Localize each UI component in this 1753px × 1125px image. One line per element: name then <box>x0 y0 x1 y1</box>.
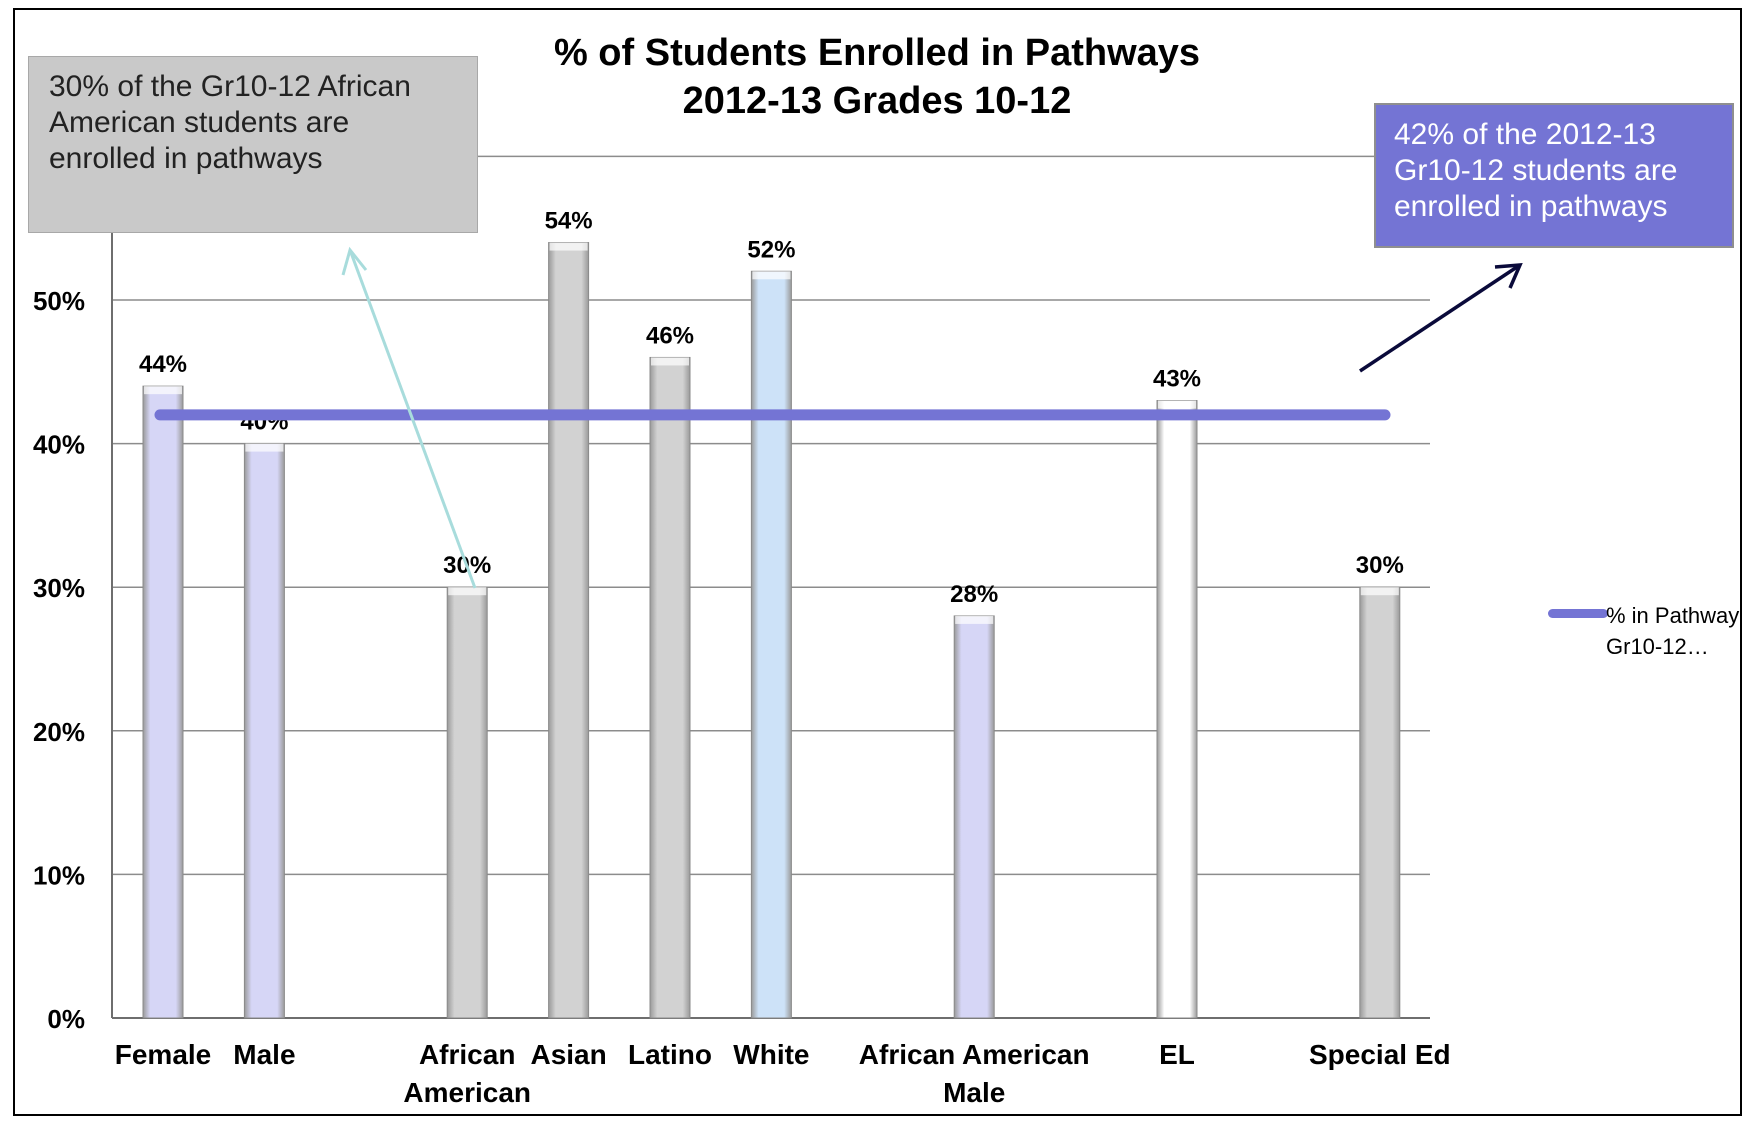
callout-african-american: 30% of the Gr10-12 African American stud… <box>28 56 478 233</box>
bar-cap <box>752 271 791 280</box>
chart-title-line-2: 2012-13 Grades 10-12 <box>683 80 1072 122</box>
category-label: Male <box>943 1077 1005 1108</box>
callout-overall-text: 42% of the 2012-13 Gr10-12 students are … <box>1394 118 1678 223</box>
callout-arrow-right <box>1359 263 1521 373</box>
data-label: 54% <box>545 208 593 235</box>
category-label: American <box>403 1077 531 1108</box>
data-label: 44% <box>139 351 187 378</box>
category-label: African <box>419 1039 515 1070</box>
data-label: 46% <box>646 322 694 349</box>
bar <box>1156 400 1198 1019</box>
bar-cap <box>955 615 994 624</box>
data-label: 52% <box>747 236 795 263</box>
bar <box>142 385 184 1019</box>
y-tick-label: 0% <box>47 1004 85 1034</box>
callout-overall: 42% of the 2012-13 Gr10-12 students are … <box>1374 103 1734 248</box>
data-label: 43% <box>1153 366 1201 393</box>
data-label: 30% <box>1356 552 1404 579</box>
bar-cap <box>1158 400 1196 409</box>
category-label: White <box>733 1039 809 1070</box>
callout-arrowhead-right <box>1494 263 1523 289</box>
category-label: Female <box>115 1039 212 1070</box>
bar-cap <box>144 386 182 395</box>
callout-african-american-text: 30% of the Gr10-12 African American stud… <box>49 70 411 175</box>
category-label: Latino <box>628 1039 712 1070</box>
bar-cap <box>651 357 689 366</box>
bar-cap <box>1360 587 1399 596</box>
y-tick-label: 30% <box>33 573 85 603</box>
bar <box>446 586 488 1019</box>
y-tick-label: 50% <box>33 286 85 316</box>
category-label: Special Ed <box>1309 1039 1451 1070</box>
bar <box>243 443 285 1019</box>
bar-cap <box>448 587 487 596</box>
data-label: 28% <box>950 581 998 608</box>
y-tick-label: 10% <box>33 860 85 890</box>
callout-arrowhead-left <box>341 246 368 276</box>
legend-line-swatch <box>1548 609 1608 618</box>
category-label: Male <box>233 1039 295 1070</box>
bar <box>1359 586 1401 1019</box>
bar-cap <box>245 443 284 452</box>
bar <box>750 270 792 1019</box>
category-label: EL <box>1159 1039 1195 1070</box>
bar <box>953 615 995 1019</box>
bar <box>649 356 691 1019</box>
chart-title-line-1: % of Students Enrolled in Pathways <box>554 32 1200 74</box>
category-label: African American <box>859 1039 1090 1070</box>
bar-cap <box>549 242 588 251</box>
y-tick-label: 40% <box>33 430 85 460</box>
y-tick-label: 20% <box>33 717 85 747</box>
bar <box>548 242 590 1019</box>
legend-label: % in Pathway Gr10-12… <box>1606 603 1740 659</box>
category-label: Asian <box>530 1039 606 1070</box>
chart-frame <box>13 8 1742 1116</box>
callout-arrow-left <box>348 249 477 589</box>
